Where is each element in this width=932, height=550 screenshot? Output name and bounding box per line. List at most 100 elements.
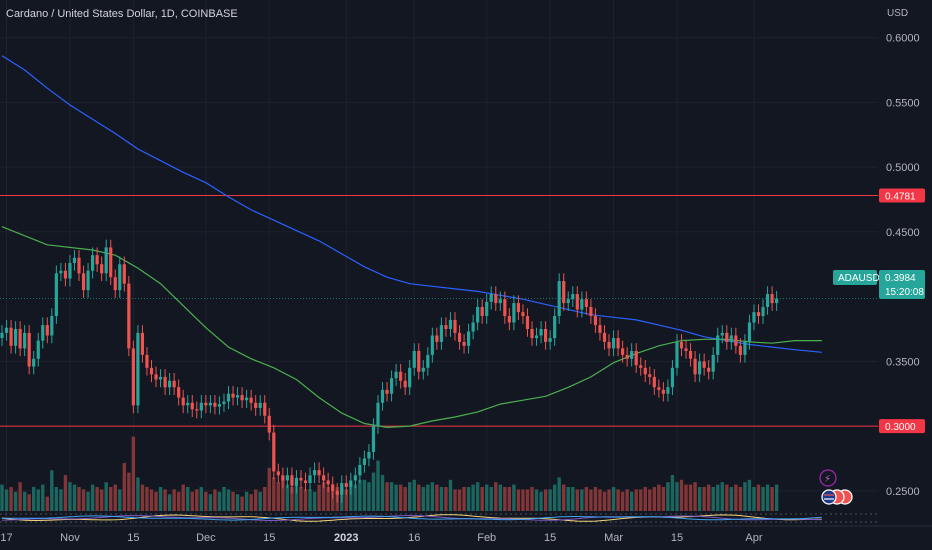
volume-bar [204,491,208,511]
volume-bar [358,479,362,511]
candle-body [521,312,525,317]
candle-body [439,325,444,342]
volume-bar [761,487,765,511]
candle-body [245,397,249,401]
volume-bar [661,487,666,511]
volume-bar [457,489,462,511]
candle-body [399,371,403,381]
volume-bar [448,479,453,511]
volume-bar [90,484,95,511]
volume-bar [36,489,40,511]
chart-title: Cardano / United States Dollar, 1D, COIN… [6,8,238,20]
volume-bar [485,484,489,511]
candle-body [258,402,262,408]
volume-bar [41,484,45,511]
volume-bar [530,487,534,511]
volume-bar [231,491,235,511]
volume-bar [149,489,154,511]
volume-bar [131,436,136,511]
price-tick-label: 0.6000 [886,33,920,45]
candle-body [652,376,656,388]
volume-bar [59,489,63,511]
candle-body [294,477,299,486]
volume-bar [426,484,430,511]
last-price-value: 0.3984 [885,273,916,284]
volume-bar [190,491,194,511]
candle-body [91,255,95,271]
lightning-event-icon[interactable] [819,469,837,487]
volume-bar [471,484,475,511]
volume-bar [145,487,149,511]
volume-bar [557,477,561,511]
candle-body [9,327,13,346]
volume-bar [45,496,49,511]
volume-bar [566,487,570,511]
candle-body [199,402,203,411]
candle-body [222,401,226,405]
volume-bar [380,475,385,511]
volume-bar [389,482,394,511]
volume-bar [290,487,294,511]
volume-bar [494,482,498,511]
candle-body [752,312,756,323]
candle-body [45,325,49,336]
volume-bar [226,489,231,511]
volume-bar [580,489,584,511]
volume-bar [213,489,217,511]
volume-bar [281,479,285,511]
candle-body [72,257,77,263]
candle-body [240,395,244,401]
volume-bar [195,489,199,511]
time-tick-label: 15 [671,532,683,544]
candle-body [36,340,40,359]
candle-body [670,367,675,388]
candle-body [13,328,18,346]
countdown-timer: 15:20:08 [885,287,924,298]
candle-body [471,322,475,332]
candle-body [254,402,258,408]
volume-bar [548,489,552,511]
candle-body [109,247,113,278]
volume-bar [181,484,185,511]
lightning-icon: ⚡ [824,474,831,485]
candle-body [226,393,231,402]
candle-body [562,281,566,304]
candle-body [389,378,394,394]
candle-body [489,294,493,302]
volume-bar [430,482,435,511]
candle-body [213,402,217,407]
horizontal-line-tag [879,419,925,434]
candle-body [630,351,634,359]
candle-body [0,332,4,339]
volume-bar [593,487,598,511]
candle-body [140,332,145,355]
horizontal-line-tag [879,188,925,203]
events-icons[interactable]: ⚡ [819,469,853,505]
candlesticks [0,239,779,503]
volume-bar [27,494,31,511]
candle-body [77,257,81,274]
volume-bar [639,489,643,511]
candle-body [127,283,131,349]
candle-body [326,480,330,485]
volume-bar [353,484,358,511]
volume-bar [466,487,471,511]
candle-body [50,316,54,336]
volume-bar [716,484,720,511]
candle-body [643,367,647,375]
candle-body [367,451,371,459]
volume-bar [711,487,715,511]
time-axis[interactable]: 17 Nov 15 Dec 15 2023 16 Feb 15 Mar 15 Apr [0,525,932,550]
candle-body [158,376,163,380]
volume-bar [4,489,9,511]
symbol-tag: ADAUSD [833,270,880,285]
candle-body [131,348,135,406]
horizontal-lines[interactable]: 0.4781 0.3000 [0,188,925,434]
flag-event-icon[interactable] [821,489,837,505]
volume-bar [9,487,13,511]
price-axis[interactable]: 0.6000 0.5500 0.5000 0.4500 0.3500 0.2500 [886,33,920,498]
volume-bar [684,484,688,511]
volume-bar [720,482,724,511]
candle-body [18,328,22,349]
